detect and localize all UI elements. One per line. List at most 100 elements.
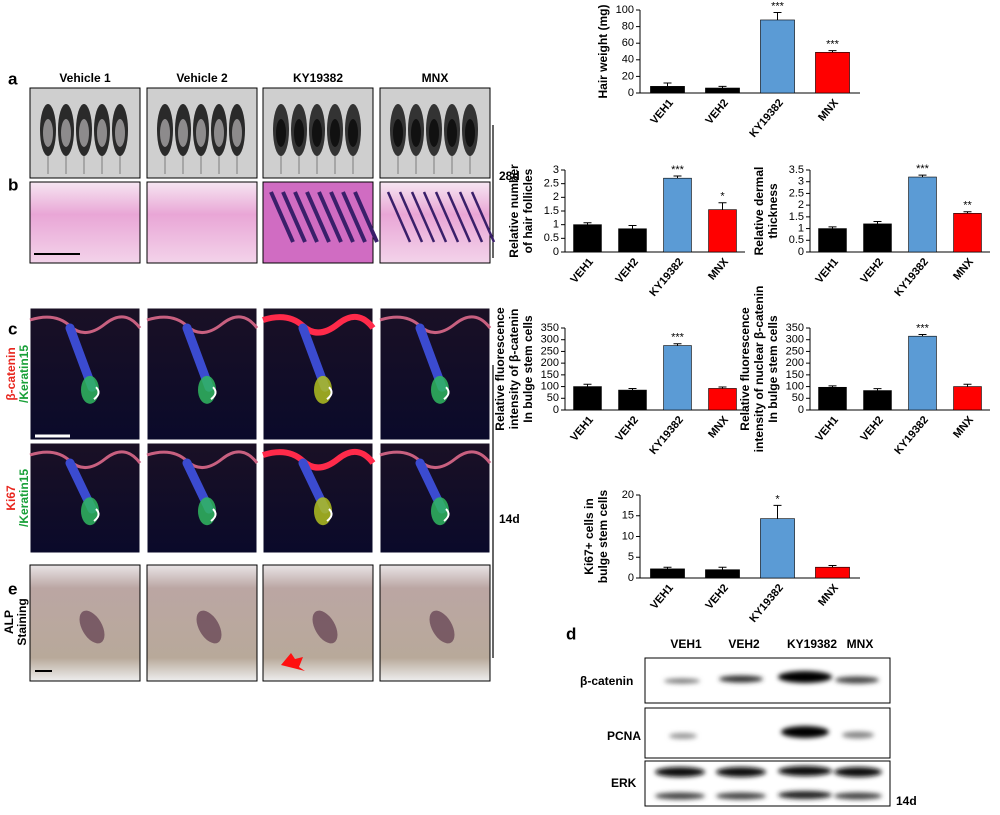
bulge-mark	[210, 508, 217, 522]
bulge	[431, 375, 449, 404]
bar	[863, 390, 892, 411]
y-tick-label: 2	[798, 199, 804, 211]
photo-panel	[379, 307, 492, 441]
x-tick-label: VEH1	[813, 414, 841, 444]
bulge	[81, 497, 99, 526]
bar	[818, 228, 847, 253]
bulge	[314, 375, 332, 404]
row-label: /Keratin15	[17, 469, 31, 527]
column-header: Vehicle 2	[176, 71, 228, 85]
y-tick-label: 250	[786, 345, 804, 357]
mouse-hair	[429, 119, 439, 147]
blot-bands	[655, 671, 882, 800]
significance: ***	[771, 0, 785, 12]
mouse-skin	[178, 119, 188, 147]
mouse-hair	[447, 119, 457, 147]
bar	[953, 213, 982, 253]
error-bar	[718, 202, 727, 210]
y-tick-label: 0.5	[544, 232, 559, 244]
significance: ***	[671, 164, 685, 176]
row-label: ALP	[2, 610, 16, 634]
bar	[705, 569, 740, 579]
row-label: Staining	[15, 598, 29, 645]
significance: ***	[916, 163, 930, 175]
photo-bg	[379, 181, 491, 264]
photo-bg	[146, 181, 258, 264]
lane-label: VEH1	[670, 637, 702, 651]
mouse-skin	[232, 119, 242, 147]
time-label: 14d	[499, 512, 520, 526]
follicle	[386, 191, 412, 243]
error-bar	[828, 226, 837, 229]
epidermis	[379, 450, 492, 469]
bar	[863, 223, 892, 253]
x-tick-label: MNX	[706, 256, 731, 283]
photo-panel	[146, 87, 258, 179]
x-tick-label: VEH1	[813, 256, 841, 286]
significance: ***	[916, 322, 930, 334]
x-tick-label: VEH2	[703, 97, 731, 127]
y-axis-label: intensity of nuclear β-catenin	[752, 286, 766, 453]
mouse-hair	[312, 119, 322, 147]
papilla	[312, 610, 338, 644]
photo-panel	[146, 181, 258, 264]
error-bar	[628, 387, 637, 391]
y-tick-label: 50	[792, 392, 804, 404]
mouse-skin	[97, 119, 107, 147]
follicle	[281, 191, 307, 243]
mouse-hair	[465, 119, 475, 147]
significance: ***	[826, 39, 840, 51]
y-tick-label: 0	[553, 246, 559, 258]
y-tick-label: 0	[798, 246, 804, 258]
x-tick-label: VEH2	[613, 414, 641, 444]
bar	[760, 518, 795, 579]
photo-panel	[29, 564, 141, 682]
protein-label: ERK	[611, 776, 637, 790]
x-tick-label: VEH1	[648, 582, 676, 612]
follicle	[458, 191, 484, 243]
y-tick-label: 3.5	[789, 164, 804, 176]
error-bar	[828, 565, 837, 568]
follicle	[293, 191, 319, 243]
mouse-skin	[79, 119, 89, 147]
y-tick-label: 60	[622, 37, 634, 49]
panel-letter: d	[566, 624, 576, 643]
y-tick-label: 200	[786, 357, 804, 369]
photo-panel	[29, 307, 142, 441]
photo-panel	[29, 87, 141, 179]
bar	[818, 386, 847, 411]
y-axis-label: Relative fluorescence	[738, 307, 752, 431]
error-bar	[583, 222, 592, 225]
protein-label: β-catenin	[580, 674, 633, 688]
y-axis-label: intensity of β-catenin	[507, 309, 521, 430]
photo-panel	[146, 442, 259, 554]
y-axis-label: In bulge stem cells	[766, 315, 780, 423]
epidermis	[262, 449, 376, 471]
bulge-mark	[93, 508, 100, 522]
x-tick-label: VEH1	[648, 97, 676, 127]
y-axis-label: of hair follicles	[521, 168, 535, 253]
column-header: Vehicle 1	[59, 71, 111, 85]
significance: ***	[671, 332, 685, 344]
mouse-hair	[276, 119, 286, 147]
error-bar	[918, 334, 927, 337]
x-tick-label: VEH2	[613, 256, 641, 286]
mouse-skin	[196, 119, 206, 147]
y-axis-label: Hair weight (mg)	[596, 4, 610, 98]
y-tick-label: 350	[786, 322, 804, 334]
error-bar	[718, 386, 727, 389]
y-tick-label: 150	[541, 369, 559, 381]
mouse-hair	[348, 119, 358, 147]
epidermis	[379, 315, 492, 334]
bar	[573, 386, 602, 411]
mouse-skin	[214, 119, 224, 147]
bar	[908, 335, 937, 411]
bulge-mark	[443, 508, 450, 522]
y-tick-label: 0	[628, 87, 634, 99]
x-tick-label: KY19382	[892, 256, 931, 299]
photo-panel	[262, 564, 374, 682]
error-bar	[718, 85, 727, 89]
y-tick-label: 0	[553, 404, 559, 416]
y-tick-label: 2.5	[789, 187, 804, 199]
y-tick-label: 300	[786, 334, 804, 346]
